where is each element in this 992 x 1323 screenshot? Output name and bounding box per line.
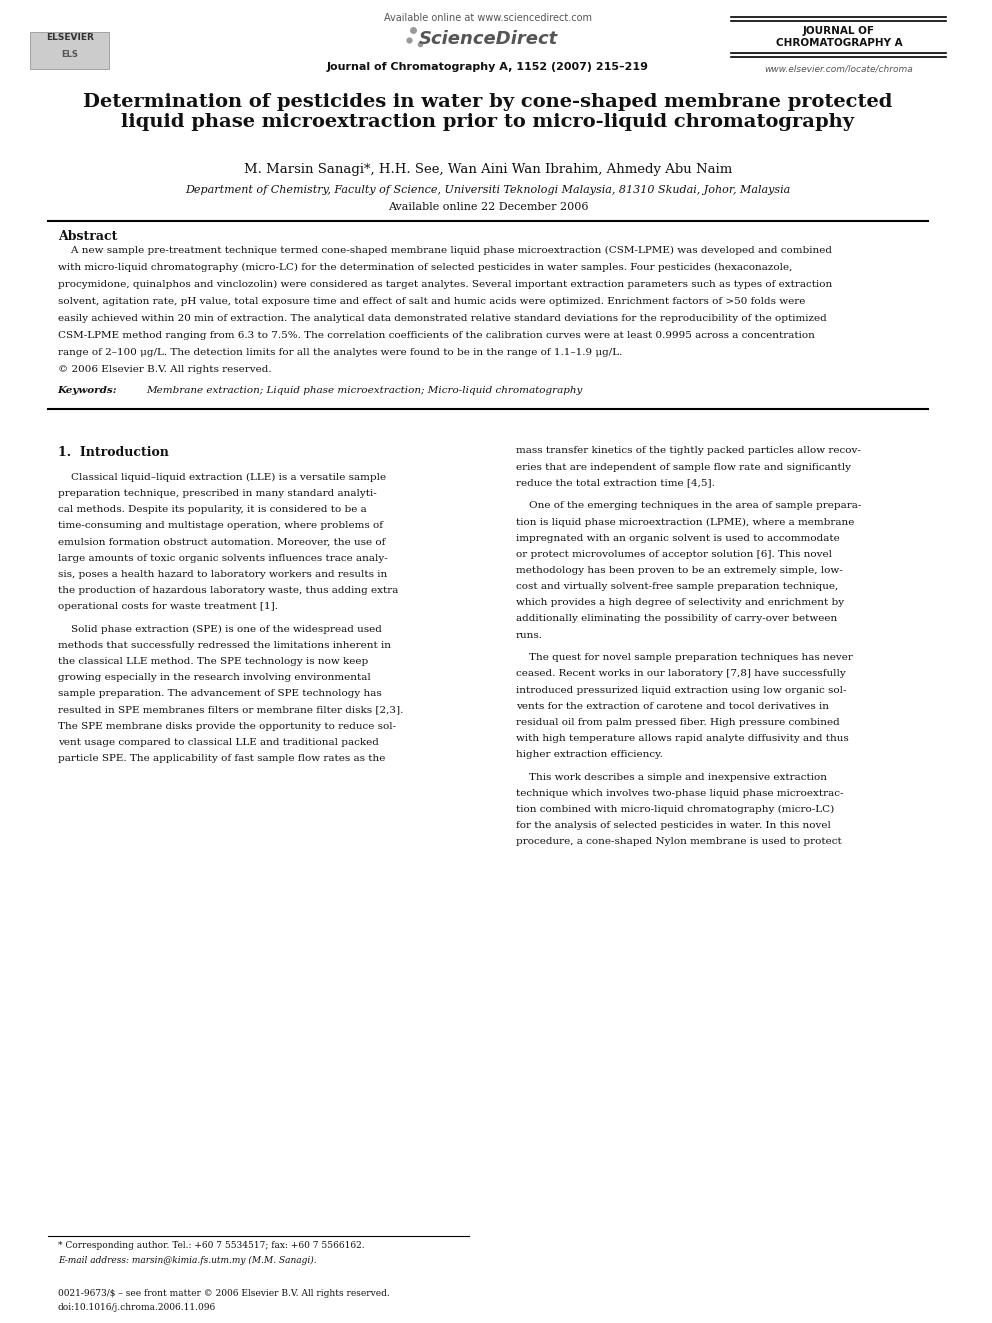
Text: A new sample pre-treatment technique termed cone-shaped membrane liquid phase mi: A new sample pre-treatment technique ter… bbox=[58, 246, 831, 255]
Text: Solid phase extraction (SPE) is one of the widespread used: Solid phase extraction (SPE) is one of t… bbox=[58, 624, 382, 634]
Text: * Corresponding author. Tel.: +60 7 5534517; fax: +60 7 5566162.: * Corresponding author. Tel.: +60 7 5534… bbox=[58, 1241, 364, 1250]
Text: The SPE membrane disks provide the opportunity to reduce sol-: The SPE membrane disks provide the oppor… bbox=[58, 721, 396, 730]
Text: procymidone, quinalphos and vinclozolin) were considered as target analytes. Sev: procymidone, quinalphos and vinclozolin)… bbox=[58, 280, 832, 288]
Text: ceased. Recent works in our laboratory [7,8] have successfully: ceased. Recent works in our laboratory [… bbox=[516, 669, 846, 679]
Text: One of the emerging techniques in the area of sample prepara-: One of the emerging techniques in the ar… bbox=[516, 501, 861, 511]
Text: ELSEVIER: ELSEVIER bbox=[46, 33, 94, 42]
Text: which provides a high degree of selectivity and enrichment by: which provides a high degree of selectiv… bbox=[516, 598, 844, 607]
Text: reduce the total extraction time [4,5].: reduce the total extraction time [4,5]. bbox=[516, 479, 715, 488]
Text: Available online 22 December 2006: Available online 22 December 2006 bbox=[388, 202, 588, 213]
Text: tion combined with micro-liquid chromatography (micro-LC): tion combined with micro-liquid chromato… bbox=[516, 806, 834, 814]
Text: tion is liquid phase microextraction (LPME), where a membrane: tion is liquid phase microextraction (LP… bbox=[516, 517, 854, 527]
Text: Determination of pesticides in water by cone-shaped membrane protected
liquid ph: Determination of pesticides in water by … bbox=[83, 93, 893, 131]
Text: solvent, agitation rate, pH value, total exposure time and effect of salt and hu: solvent, agitation rate, pH value, total… bbox=[58, 296, 806, 306]
Text: resulted in SPE membranes filters or membrane filter disks [2,3].: resulted in SPE membranes filters or mem… bbox=[58, 705, 403, 714]
Text: cal methods. Despite its popularity, it is considered to be a: cal methods. Despite its popularity, it … bbox=[58, 505, 366, 515]
Text: with high temperature allows rapid analyte diffusivity and thus: with high temperature allows rapid analy… bbox=[516, 734, 849, 744]
Text: procedure, a cone-shaped Nylon membrane is used to protect: procedure, a cone-shaped Nylon membrane … bbox=[516, 837, 842, 847]
Text: © 2006 Elsevier B.V. All rights reserved.: © 2006 Elsevier B.V. All rights reserved… bbox=[58, 365, 272, 373]
Text: ScienceDirect: ScienceDirect bbox=[419, 30, 558, 49]
Text: Abstract: Abstract bbox=[58, 230, 117, 243]
Text: higher extraction efficiency.: higher extraction efficiency. bbox=[516, 750, 663, 759]
Text: 0021-9673/$ – see front matter © 2006 Elsevier B.V. All rights reserved.: 0021-9673/$ – see front matter © 2006 El… bbox=[58, 1289, 390, 1298]
Text: the production of hazardous laboratory waste, thus adding extra: the production of hazardous laboratory w… bbox=[58, 586, 398, 595]
Text: methodology has been proven to be an extremely simple, low-: methodology has been proven to be an ext… bbox=[516, 566, 843, 576]
Text: additionally eliminating the possibility of carry-over between: additionally eliminating the possibility… bbox=[516, 614, 837, 623]
Text: operational costs for waste treatment [1].: operational costs for waste treatment [1… bbox=[58, 602, 278, 611]
Text: the classical LLE method. The SPE technology is now keep: the classical LLE method. The SPE techno… bbox=[58, 658, 368, 665]
Text: with micro-liquid chromatography (micro-LC) for the determination of selected pe: with micro-liquid chromatography (micro-… bbox=[58, 263, 792, 273]
Text: 1.  Introduction: 1. Introduction bbox=[58, 446, 169, 459]
Text: impregnated with an organic solvent is used to accommodate: impregnated with an organic solvent is u… bbox=[516, 533, 840, 542]
Text: technique which involves two-phase liquid phase microextrac-: technique which involves two-phase liqui… bbox=[516, 789, 843, 798]
Text: JOURNAL OF: JOURNAL OF bbox=[803, 26, 875, 37]
Text: residual oil from palm pressed fiber. High pressure combined: residual oil from palm pressed fiber. Hi… bbox=[516, 718, 840, 726]
Text: preparation technique, prescribed in many standard analyti-: preparation technique, prescribed in man… bbox=[58, 490, 376, 497]
Text: eries that are independent of sample flow rate and significantly: eries that are independent of sample flo… bbox=[516, 463, 851, 471]
Text: growing especially in the research involving environmental: growing especially in the research invol… bbox=[58, 673, 370, 683]
Text: CHROMATOGRAPHY A: CHROMATOGRAPHY A bbox=[776, 38, 902, 49]
Text: www.elsevier.com/locate/chroma: www.elsevier.com/locate/chroma bbox=[765, 65, 914, 74]
Text: Department of Chemistry, Faculty of Science, Universiti Teknologi Malaysia, 8131: Department of Chemistry, Faculty of Scie… bbox=[186, 185, 791, 196]
Text: CSM-LPME method ranging from 6.3 to 7.5%. The correlation coefficients of the ca: CSM-LPME method ranging from 6.3 to 7.5%… bbox=[58, 331, 814, 340]
Text: Membrane extraction; Liquid phase microextraction; Micro-liquid chromatography: Membrane extraction; Liquid phase microe… bbox=[147, 385, 583, 394]
Text: sample preparation. The advancement of SPE technology has: sample preparation. The advancement of S… bbox=[58, 689, 382, 699]
Text: introduced pressurized liquid extraction using low organic sol-: introduced pressurized liquid extraction… bbox=[516, 685, 846, 695]
Text: vents for the extraction of carotene and tocol derivatives in: vents for the extraction of carotene and… bbox=[516, 701, 829, 710]
Text: or protect microvolumes of acceptor solution [6]. This novel: or protect microvolumes of acceptor solu… bbox=[516, 550, 832, 558]
Text: sis, poses a health hazard to laboratory workers and results in: sis, poses a health hazard to laboratory… bbox=[58, 570, 387, 578]
Text: time-consuming and multistage operation, where problems of: time-consuming and multistage operation,… bbox=[58, 521, 383, 531]
Text: cost and virtually solvent-free sample preparation technique,: cost and virtually solvent-free sample p… bbox=[516, 582, 838, 591]
Text: Classical liquid–liquid extraction (LLE) is a versatile sample: Classical liquid–liquid extraction (LLE)… bbox=[58, 472, 386, 482]
Text: for the analysis of selected pesticides in water. In this novel: for the analysis of selected pesticides … bbox=[516, 822, 831, 831]
Text: particle SPE. The applicability of fast sample flow rates as the: particle SPE. The applicability of fast … bbox=[58, 754, 385, 763]
Text: runs.: runs. bbox=[516, 631, 543, 639]
Text: E-mail address: marsin@kimia.fs.utm.my (M.M. Sanagi).: E-mail address: marsin@kimia.fs.utm.my (… bbox=[58, 1256, 316, 1265]
Text: Journal of Chromatography A, 1152 (2007) 215–219: Journal of Chromatography A, 1152 (2007)… bbox=[327, 62, 649, 73]
Text: range of 2–100 μg/L. The detection limits for all the analytes were found to be : range of 2–100 μg/L. The detection limit… bbox=[58, 348, 622, 357]
Text: easily achieved within 20 min of extraction. The analytical data demonstrated re: easily achieved within 20 min of extract… bbox=[58, 314, 826, 323]
Text: doi:10.1016/j.chroma.2006.11.096: doi:10.1016/j.chroma.2006.11.096 bbox=[58, 1303, 216, 1312]
Text: Available online at www.sciencedirect.com: Available online at www.sciencedirect.co… bbox=[384, 13, 592, 24]
Text: M. Marsin Sanagi*, H.H. See, Wan Aini Wan Ibrahim, Ahmedy Abu Naim: M. Marsin Sanagi*, H.H. See, Wan Aini Wa… bbox=[244, 163, 732, 176]
Text: This work describes a simple and inexpensive extraction: This work describes a simple and inexpen… bbox=[516, 773, 827, 782]
Text: The quest for novel sample preparation techniques has never: The quest for novel sample preparation t… bbox=[516, 654, 853, 663]
Text: ELS: ELS bbox=[62, 50, 78, 60]
Text: mass transfer kinetics of the tightly packed particles allow recov-: mass transfer kinetics of the tightly pa… bbox=[516, 446, 861, 455]
Text: vent usage compared to classical LLE and traditional packed: vent usage compared to classical LLE and… bbox=[58, 738, 379, 746]
Text: methods that successfully redressed the limitations inherent in: methods that successfully redressed the … bbox=[58, 640, 391, 650]
FancyBboxPatch shape bbox=[30, 32, 109, 69]
Text: Keywords:: Keywords: bbox=[58, 385, 117, 394]
Text: large amounts of toxic organic solvents influences trace analy-: large amounts of toxic organic solvents … bbox=[58, 553, 388, 562]
Text: emulsion formation obstruct automation. Moreover, the use of: emulsion formation obstruct automation. … bbox=[58, 537, 385, 546]
